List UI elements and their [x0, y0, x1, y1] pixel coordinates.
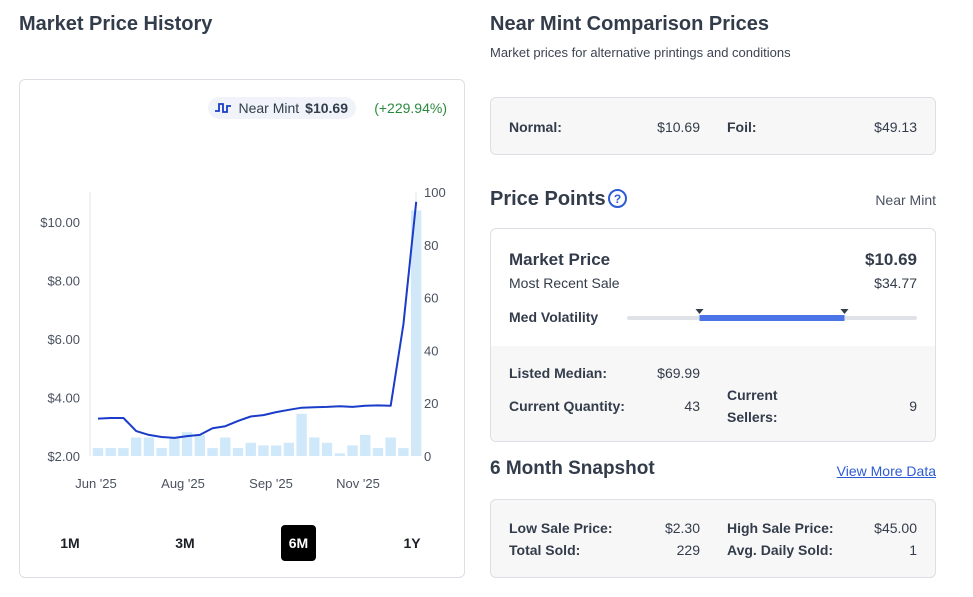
volume-bar: [181, 432, 193, 456]
help-icon[interactable]: ?: [608, 189, 627, 208]
y-right-tick-label: 20: [424, 396, 438, 411]
price-line: [97, 201, 418, 439]
y-left-tick-label: $2.00: [47, 449, 80, 464]
price-points-condition: Near Mint: [875, 192, 936, 208]
volume-bar: [105, 448, 116, 456]
volume-bar: [194, 434, 205, 456]
current-quantity-label: Current Quantity:: [509, 398, 625, 414]
volume-bar: [334, 453, 345, 456]
high-sale-value: $45.00: [874, 520, 917, 536]
y-right-tick-label: 100: [424, 185, 446, 200]
high-sale-label: High Sale Price:: [727, 520, 834, 536]
range-3m-button[interactable]: 3M: [175, 535, 195, 551]
market-price-value: $10.69: [865, 250, 917, 269]
y-left-tick-label: $4.00: [47, 391, 80, 406]
price-history-card: Near Mint $10.69 (+229.94%) $2.00 $4.00 $6…: [19, 79, 465, 578]
current-sellers-label-line1: Current: [727, 387, 778, 403]
volume-bar: [131, 437, 142, 456]
range-1m-button[interactable]: 1M: [60, 535, 80, 551]
volume-bar: [207, 448, 218, 456]
normal-value: $10.69: [657, 119, 700, 135]
line-series-icon: [214, 101, 232, 115]
volume-bar: [398, 448, 409, 456]
volume-bar: [296, 413, 307, 456]
legend-label: Near Mint: [238, 100, 300, 116]
avg-daily-value: 1: [909, 542, 917, 558]
volume-bar: [385, 437, 396, 456]
price-points-title: Price Points: [490, 188, 606, 210]
volume-bar: [270, 445, 282, 456]
volume-bar: [118, 448, 129, 456]
y-left-tick-label: $10.00: [40, 215, 80, 230]
foil-label: Foil:: [727, 119, 757, 135]
volume-bar: [347, 445, 358, 456]
volume-bar: [156, 448, 167, 456]
y-left-tick-label: $6.00: [47, 332, 80, 347]
volatility-label: Med Volatility: [509, 309, 599, 325]
comparison-box: Normal: $10.69 Foil: $49.13: [490, 97, 936, 155]
legend-near-mint[interactable]: Near Mint $10.69: [208, 97, 356, 119]
x-tick-label: Sep '25: [249, 476, 293, 491]
comparison-title: Near Mint Comparison Prices: [490, 13, 769, 35]
volume-bar: [283, 442, 295, 456]
price-history-chart: $2.00 $4.00 $6.00 $8.00 $10.00 0 20 40 60 80 100 Ju…: [40, 185, 446, 491]
range-1y-button[interactable]: 1Y: [403, 535, 421, 551]
volume-bar: [92, 448, 104, 456]
listed-median-label: Listed Median:: [509, 365, 608, 381]
current-sellers-value: 9: [909, 398, 917, 414]
legend-price: $10.69: [305, 100, 348, 116]
market-price-label: Market Price: [509, 250, 611, 269]
y-right-tick-label: 0: [424, 449, 431, 464]
total-sold-label: Total Sold:: [509, 542, 581, 558]
view-more-data-link[interactable]: View More Data: [836, 463, 936, 479]
price-points-card: Market Price $10.69 Most Recent Sale $34…: [490, 228, 936, 442]
volume-bar: [143, 437, 155, 456]
volatility-meter: [627, 309, 917, 321]
volume-bar: [309, 437, 320, 456]
total-sold-value: 229: [676, 542, 700, 558]
x-tick-label: Nov '25: [336, 476, 380, 491]
snapshot-box: Low Sale Price: $2.30 High Sale Price: $…: [490, 499, 936, 578]
legend-change: (+229.94%): [374, 100, 447, 116]
volume-bar: [258, 445, 269, 456]
price-points-details: Listed Median: $69.99 Current Quantity: …: [491, 346, 935, 441]
snapshot-title: 6 Month Snapshot: [490, 458, 655, 479]
volatility-high-marker: [840, 309, 849, 314]
volume-bar: [360, 434, 371, 456]
volatility-range-bar: [699, 315, 845, 321]
normal-label: Normal:: [509, 119, 562, 135]
low-sale-label: Low Sale Price:: [509, 520, 613, 536]
range-6m-button[interactable]: 6M: [281, 525, 316, 561]
volume-bar: [321, 442, 333, 456]
comparison-subtitle: Market prices for alternative printings …: [490, 45, 791, 60]
y-right-tick-label: 40: [424, 343, 438, 358]
recent-sale-value: $34.77: [874, 275, 917, 291]
current-sellers-label-line2: Sellers:: [727, 409, 778, 425]
x-tick-label: Jun '25: [75, 476, 117, 491]
volatility-low-marker: [695, 309, 704, 314]
volume-bar: [245, 442, 256, 456]
volume-bar: [372, 448, 384, 456]
current-quantity-value: 43: [684, 398, 700, 414]
volume-bar: [169, 437, 180, 456]
recent-sale-label: Most Recent Sale: [509, 275, 620, 291]
x-tick-label: Aug '25: [161, 476, 205, 491]
low-sale-value: $2.30: [664, 520, 700, 536]
volume-bar: [220, 437, 231, 456]
y-left-tick-label: $8.00: [47, 274, 80, 289]
y-right-tick-label: 80: [424, 238, 438, 253]
market-price-history-title: Market Price History: [19, 13, 213, 35]
avg-daily-label: Avg. Daily Sold:: [727, 542, 834, 558]
volume-bar: [232, 448, 244, 456]
y-right-tick-label: 60: [424, 291, 438, 306]
listed-median-value: $69.99: [657, 365, 700, 381]
foil-value: $49.13: [874, 119, 917, 135]
